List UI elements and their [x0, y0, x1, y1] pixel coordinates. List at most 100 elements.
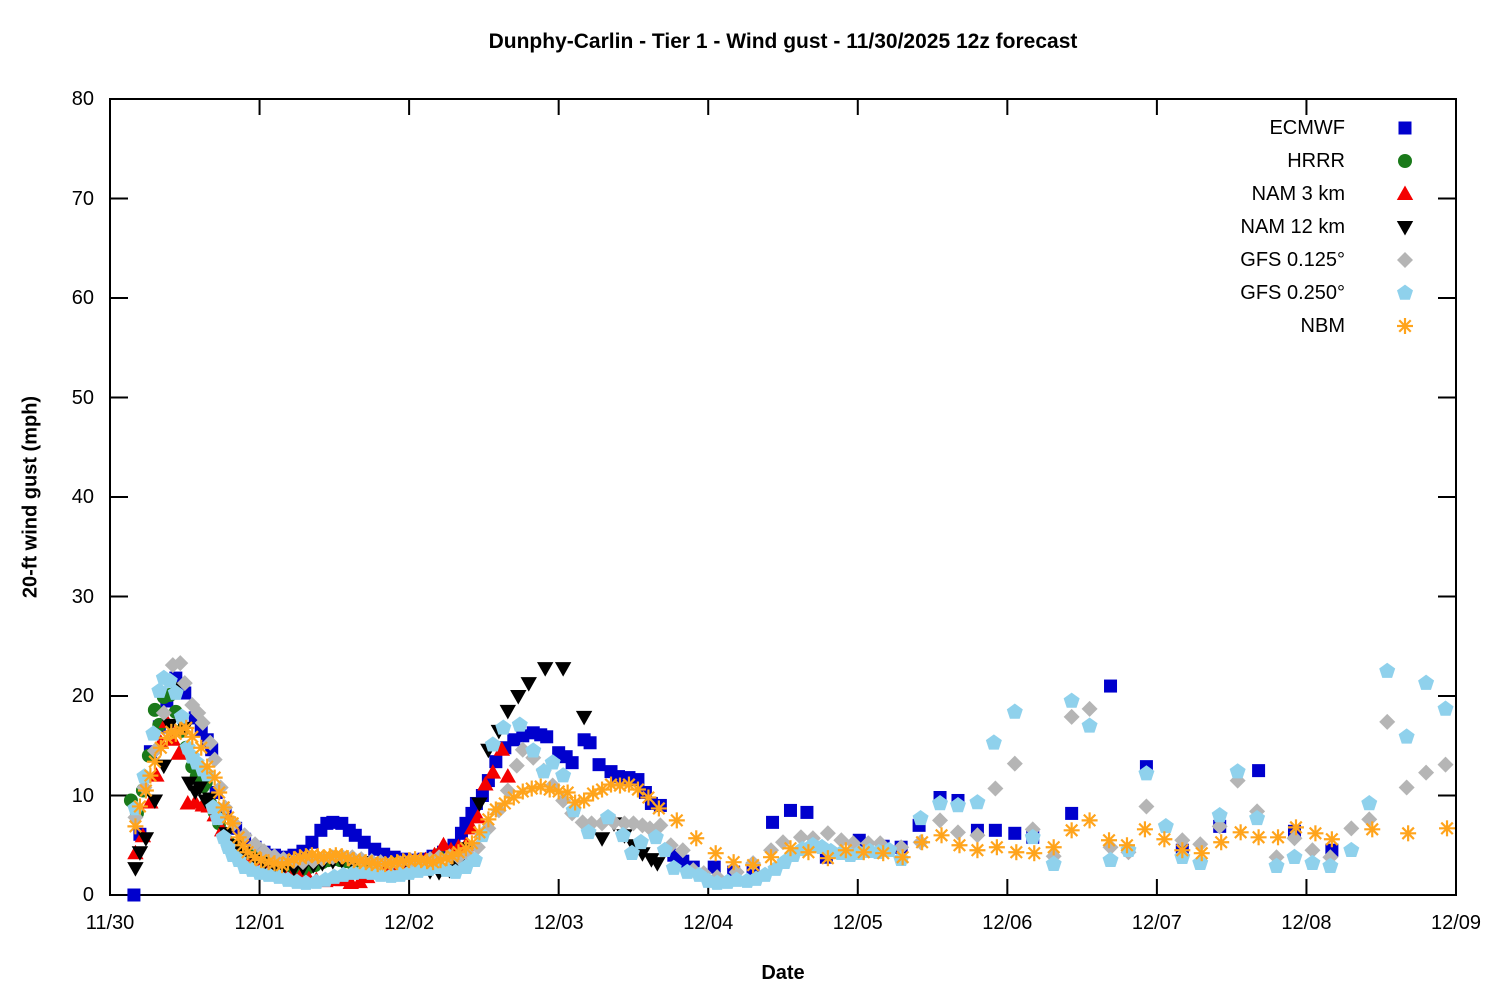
nam-12-km-data-point — [575, 710, 593, 726]
nam-12-km-data-point — [137, 832, 155, 847]
ecmwf-data-point — [127, 888, 141, 902]
gfs-0-250-data-point — [665, 859, 682, 875]
ecmwf-data-point — [583, 736, 597, 750]
gfs-0-125-data-point — [1081, 700, 1098, 717]
ecmwf-data-point — [357, 835, 371, 849]
legend-label-hrrr: HRRR — [1287, 150, 1345, 172]
nbm-data-point — [629, 781, 646, 798]
nbm-data-point — [215, 799, 232, 816]
nam-12-km-data-point — [554, 662, 572, 677]
nam-12-km-data-point — [127, 862, 144, 877]
nbm-data-point — [725, 854, 742, 871]
gfs-0-125-data-point — [616, 815, 633, 832]
nbm-data-point — [184, 728, 201, 745]
nbm-data-point — [450, 844, 467, 861]
nam-12-km-data-point — [471, 797, 488, 812]
x-tick-label: 12/07 — [1131, 912, 1182, 934]
nbm-data-point — [650, 800, 667, 817]
gfs-0-250-data-point — [511, 716, 528, 732]
gfs-0-125-data-point — [1379, 713, 1396, 730]
nam-12-km-data-point — [520, 677, 537, 692]
gfs-0-250-data-point — [1138, 765, 1155, 781]
nbm-data-point — [688, 830, 705, 847]
ecmwf-data-point — [800, 805, 814, 819]
y-tick-label: 60 — [71, 287, 94, 309]
gfs-0-125-data-point — [508, 757, 525, 774]
gfs-0-125-data-point — [949, 824, 966, 841]
square-legend-icon — [1398, 121, 1412, 135]
x-tick-label: 12/08 — [1281, 912, 1332, 934]
nbm-data-point — [782, 840, 799, 857]
nbm-data-point — [576, 792, 593, 809]
nbm-data-point — [668, 812, 685, 829]
gfs-0-250-data-point — [949, 797, 966, 813]
triangle-down-legend-icon — [1396, 221, 1414, 236]
nbm-data-point — [640, 789, 657, 806]
gfs-0-125-data-point — [172, 655, 189, 672]
nam-12-km-data-point — [510, 690, 527, 705]
gfs-0-250-data-point — [614, 826, 631, 843]
gfs-0-250-data-point — [1024, 828, 1041, 845]
nbm-data-point — [1063, 822, 1080, 839]
y-axis-title: 20-ft wind gust (mph) — [19, 395, 42, 599]
nbm-data-point — [1045, 839, 1062, 856]
ecmwf-data-point — [1252, 764, 1266, 778]
ecmwf-data-point — [631, 773, 645, 787]
legend-label-nam-3-km: NAM 3 km — [1251, 183, 1345, 205]
nbm-data-point — [1270, 829, 1287, 846]
nbm-data-point — [707, 845, 724, 862]
nbm-data-point — [1250, 829, 1267, 846]
nbm-data-point — [1364, 821, 1381, 838]
nam-12-km-data-point — [131, 846, 149, 861]
gfs-0-250-data-point — [1102, 851, 1119, 867]
gfs-0-250-data-point — [932, 795, 949, 811]
nbm-data-point — [988, 839, 1005, 856]
gfs-0-250-data-point — [1437, 700, 1454, 716]
nbm-data-point — [224, 815, 241, 832]
nam-3-km-data-point — [499, 768, 517, 783]
nbm-data-point — [875, 845, 892, 862]
gfs-0-125-data-point — [932, 812, 949, 829]
gfs-0-250-data-point — [969, 794, 986, 810]
gfs-0-250-data-point — [495, 719, 512, 735]
gfs-0-125-data-point — [194, 714, 211, 731]
y-tick-label: 50 — [71, 386, 94, 409]
gfs-0-125-data-point — [1063, 708, 1080, 725]
nam-12-km-data-point — [537, 662, 554, 677]
chart-title: Dunphy-Carlin - Tier 1 - Wind gust - 11/… — [488, 30, 1078, 53]
nam-12-km-data-point — [499, 704, 517, 720]
y-tick-label: 20 — [71, 685, 94, 707]
nbm-data-point — [146, 753, 163, 770]
x-tick-label: 12/06 — [982, 912, 1033, 934]
nbm-data-point — [1174, 842, 1191, 859]
x-axis-title: Date — [761, 962, 805, 984]
gfs-0-250-data-point — [1398, 728, 1415, 744]
x-tick-label: 12/03 — [533, 912, 584, 934]
nbm-data-point — [1156, 831, 1173, 848]
gfs-0-125-data-point — [1437, 756, 1454, 773]
ecmwf-data-point — [516, 729, 530, 743]
nbm-data-point — [193, 739, 210, 756]
nbm-data-point — [463, 835, 480, 852]
nam-3-km-data-point — [484, 764, 502, 779]
gfs-0-250-data-point — [1304, 854, 1321, 870]
pentagon-legend-icon — [1397, 284, 1413, 300]
nbm-data-point — [855, 844, 872, 861]
gfs-0-250-data-point — [1286, 848, 1303, 864]
nam-3-km-data-point — [493, 741, 511, 756]
nbm-data-point — [178, 719, 195, 736]
nbm-data-point — [1323, 831, 1340, 848]
y-tick-label: 10 — [71, 784, 94, 807]
nbm-data-point — [951, 837, 968, 854]
nbm-data-point — [480, 811, 497, 828]
gfs-0-250-data-point — [1063, 692, 1080, 708]
y-tick-label: 0 — [82, 884, 94, 906]
nam-12-km-data-point — [593, 832, 611, 847]
nbm-data-point — [914, 834, 931, 851]
ecmwf-data-point — [1104, 679, 1118, 693]
gfs-0-250-data-point — [1045, 855, 1062, 871]
nbm-data-point — [487, 801, 504, 818]
nbm-data-point — [1026, 845, 1043, 862]
gfs-0-125-data-point — [1304, 842, 1321, 859]
nbm-data-point — [1008, 844, 1025, 861]
